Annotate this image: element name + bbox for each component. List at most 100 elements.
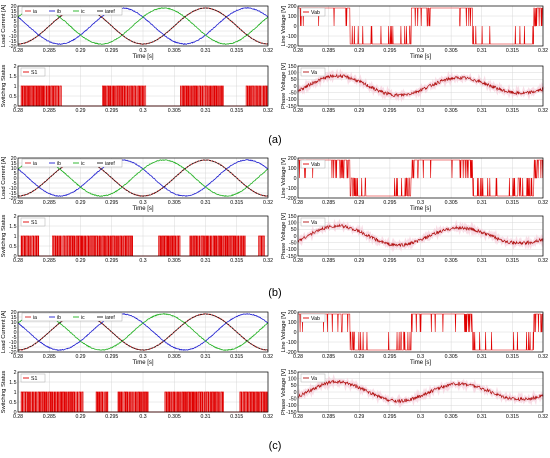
- y-tick-label: 1: [14, 390, 17, 396]
- chart-panel-b-current: 0.28 0.285 0.29 0.295 0.3 0.305 0.31 0.315 0.32 2…: [1, 156, 273, 212]
- legend-label-ib: ib: [57, 315, 61, 321]
- chart-panel-c-va: 0.28 0.285 0.29 0.295 0.3 0.305 0.31 0.315 0.32 1…: [281, 369, 548, 420]
- plot-frame: [297, 311, 544, 353]
- legend-box: [300, 67, 326, 77]
- x-tick-label: 0.295: [383, 48, 396, 54]
- y-tick-label: -20: [9, 196, 17, 202]
- y-tick-label: -200: [286, 44, 296, 50]
- y-tick-label: 0: [14, 254, 17, 260]
- series-line-va: [297, 223, 544, 248]
- x-tick-label: 0.285: [322, 108, 335, 114]
- y-axis-label: Switching Status: [1, 370, 7, 413]
- y-tick-label: -5: [12, 29, 17, 35]
- x-tick-label: 0.295: [105, 414, 118, 420]
- legend-label: S1: [31, 376, 37, 382]
- plot-frame: [297, 215, 544, 257]
- y-tick-label: -150: [286, 410, 296, 416]
- legend-label-ib: ib: [57, 9, 61, 15]
- chart-panel-b-vab: 0.28 0.285 0.29 0.295 0.3 0.305 0.31 0.315 0.32 2…: [281, 156, 548, 212]
- y-tick-label: 0: [294, 24, 297, 30]
- y-tick-label: 1.5: [9, 380, 16, 386]
- chart-panel-c-current: 0.28 0.285 0.29 0.295 0.3 0.305 0.31 0.315 0.32 2…: [1, 310, 273, 366]
- x-tick-label: 0.31: [200, 354, 210, 360]
- x-axis-label: Time [s]: [132, 54, 153, 60]
- y-axis-label: Load Current [A]: [1, 310, 7, 353]
- series-line-iaref: [17, 313, 269, 351]
- y-tick-label: -20: [9, 44, 17, 50]
- series-line-va: [297, 379, 544, 404]
- y-tick-label: 0.5: [9, 94, 16, 100]
- x-tick-label: 0.305: [168, 258, 181, 264]
- x-tick-label: 0.29: [75, 200, 85, 206]
- series-line-vab: [298, 159, 544, 197]
- legend-label-ic: ic: [81, 161, 85, 167]
- x-tick-label: 0.315: [506, 414, 519, 420]
- x-axis-label: Time [s]: [410, 206, 431, 212]
- y-tick-label: 0: [294, 390, 297, 396]
- x-tick-label: 0.285: [43, 414, 56, 420]
- y-tick-label: -100: [286, 247, 296, 253]
- x-tick-label: 0.3: [417, 200, 424, 206]
- y-tick-label: -10: [9, 34, 17, 40]
- legend-label: Va: [311, 220, 317, 226]
- y-tick-label: -100: [286, 340, 296, 346]
- y-tick-label: 15: [11, 9, 17, 15]
- y-axis-label: Line Voltage [V]: [281, 157, 287, 198]
- x-tick-label: 0.315: [230, 354, 243, 360]
- x-axis-label: Time [s]: [132, 206, 153, 212]
- x-tick-label: 0.3: [139, 354, 146, 360]
- legend-box: [300, 7, 326, 17]
- legend-label-iaref: iaref: [105, 315, 115, 321]
- y-tick-label: 1: [14, 234, 17, 240]
- x-tick-label: 0.285: [43, 200, 56, 206]
- x-tick-label: 0.28: [293, 48, 303, 54]
- legend: Va: [300, 217, 326, 227]
- y-axis-label: Line Voltage [V]: [281, 5, 287, 46]
- x-tick-label: 0.32: [263, 258, 273, 264]
- y-tick-label: 10: [11, 14, 17, 20]
- y-tick-label: 20: [11, 310, 17, 316]
- plot-frame: [17, 371, 269, 413]
- x-tick-label: 0.295: [383, 258, 396, 264]
- series-line-ic: [17, 7, 269, 45]
- x-tick-label: 0.315: [506, 354, 519, 360]
- y-tick-label: 10: [11, 166, 17, 172]
- legend: Va: [300, 67, 326, 77]
- x-tick-label: 0.28: [293, 354, 303, 360]
- y-tick-label: -50: [289, 240, 297, 246]
- y-tick-label: 100: [288, 70, 297, 76]
- x-tick-label: 0.31: [200, 48, 210, 54]
- legend: S1: [20, 67, 46, 77]
- chart-panel-c-s1: 0.28 0.285 0.29 0.295 0.3 0.305 0.31 0.315 0.32 2…: [1, 370, 273, 420]
- x-tick-label: 0.285: [43, 108, 56, 114]
- x-tick-label: 0.315: [506, 258, 519, 264]
- caption-a: (a): [268, 134, 281, 146]
- series-line-va: [297, 73, 544, 98]
- y-tick-label: 20: [11, 4, 17, 10]
- y-axis-label: Load Current [A]: [1, 4, 7, 47]
- y-tick-label: -150: [286, 254, 296, 260]
- y-tick-label: 5: [14, 171, 17, 177]
- y-tick-label: 5: [14, 325, 17, 331]
- legend: Vab: [300, 7, 326, 17]
- y-tick-label: -200: [286, 196, 296, 202]
- y-tick-label: -15: [9, 345, 17, 351]
- chart-panel-a-s1: 0.28 0.285 0.29 0.295 0.3 0.305 0.31 0.315 0.32 2…: [1, 64, 273, 114]
- x-tick-label: 0.285: [43, 258, 56, 264]
- x-tick-label: 0.31: [200, 414, 210, 420]
- x-tick-label: 0.305: [445, 414, 458, 420]
- y-tick-label: 100: [288, 376, 297, 382]
- x-tick-label: 0.3: [139, 258, 146, 264]
- legend-box: [300, 373, 326, 383]
- x-tick-label: 0.295: [105, 354, 118, 360]
- legend: ia ib ic iaref: [21, 6, 123, 16]
- x-tick-label: 0.3: [139, 108, 146, 114]
- series-line-vab: [298, 313, 543, 351]
- x-tick-label: 0.29: [354, 200, 364, 206]
- x-tick-label: 0.32: [538, 200, 548, 206]
- x-tick-label: 0.295: [105, 258, 118, 264]
- y-tick-label: 150: [288, 214, 297, 220]
- x-tick-label: 0.285: [43, 48, 56, 54]
- chart-panel-b-va: 0.28 0.285 0.29 0.295 0.3 0.305 0.31 0.315 0.32 1…: [281, 213, 548, 264]
